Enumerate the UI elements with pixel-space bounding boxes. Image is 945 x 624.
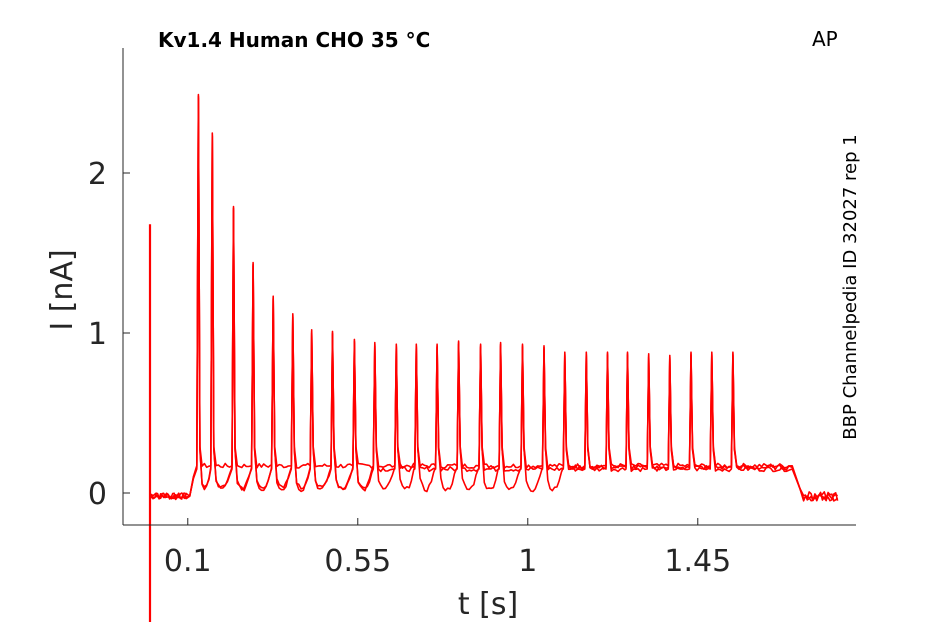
y-tick-label: 2 [88, 157, 107, 192]
y-axis-label: I [nA] [45, 249, 80, 330]
chart-title: Kv1.4 Human CHO 35 °C [158, 28, 430, 52]
y-ticks: 0 1 2 [88, 157, 130, 512]
x-tick-label: 1 [518, 544, 537, 579]
x-ticks: 0.1 0.55 1 1.45 [164, 518, 731, 579]
protocol-label: AP [812, 27, 838, 51]
y-tick-label: 1 [88, 317, 107, 352]
x-tick-label: 0.1 [164, 544, 212, 579]
x-axis-label: t [s] [458, 587, 518, 622]
sweep-trace [149, 97, 839, 502]
y-tick-label: 0 [88, 477, 107, 512]
x-tick-label: 0.55 [324, 544, 391, 579]
x-tick-label: 1.45 [664, 544, 731, 579]
source-label: BBP Channelpedia ID 32027 rep 1 [840, 134, 861, 439]
traces [148, 93, 839, 622]
